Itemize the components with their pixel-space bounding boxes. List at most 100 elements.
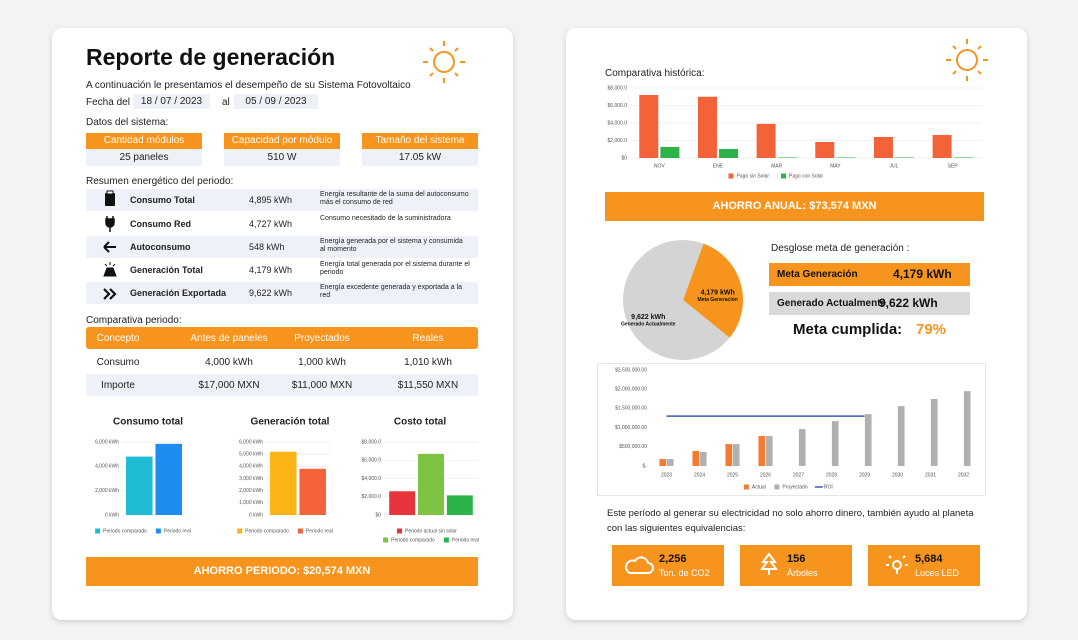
x-tick-label: 2032 <box>958 472 969 478</box>
y-tick-label: 5,000 kWh <box>239 451 263 457</box>
x-tick-label: MAY <box>830 163 841 169</box>
x-tick-label: MAR <box>771 163 783 169</box>
legend-swatch <box>297 528 303 534</box>
table-cell: $11,000 MXN <box>291 380 353 391</box>
slice-name: Generado Actualmente <box>621 322 676 328</box>
y-tick-label: 2,000 kWh <box>239 488 263 494</box>
savings-banner: AHORRO PERIODO: $20,574 MXN <box>86 557 478 586</box>
summary-name: Consumo Total <box>130 195 195 205</box>
y-tick-label: $2,500,000.00 <box>615 367 647 373</box>
bar <box>270 451 297 515</box>
bar <box>697 96 717 158</box>
section-heading: Resumen energético del periodo: <box>86 176 234 187</box>
goal-name: Meta Generación <box>777 269 858 280</box>
legend-label: Periodo actual sin solar <box>405 528 457 534</box>
x-tick-label: 2023 <box>661 472 672 478</box>
y-tick-label: $- <box>643 463 648 469</box>
legend-swatch <box>781 173 786 179</box>
bar <box>126 456 153 515</box>
legend-label: Periodo comparado <box>391 537 435 543</box>
x-tick-label: NOV <box>654 163 666 169</box>
system-value: 510 W <box>224 149 340 166</box>
legend-swatch <box>443 537 449 543</box>
legend-label: Periodo real <box>452 537 479 543</box>
left-card <box>52 28 513 620</box>
bar <box>389 491 416 515</box>
legend-swatch <box>743 484 749 490</box>
equivalence-label: Luces LED <box>915 568 960 578</box>
y-tick-label: $500,000.00 <box>619 444 647 450</box>
summary-value: 9,622 kWh <box>249 288 293 298</box>
table-row <box>86 374 478 396</box>
bar <box>897 406 905 466</box>
equivalence-value: 156 <box>787 553 806 565</box>
bar <box>864 414 872 466</box>
bar <box>660 146 680 158</box>
equivalence-box <box>740 545 852 586</box>
bar <box>873 137 893 158</box>
summary-icons <box>103 190 117 300</box>
legend-swatch <box>95 528 101 534</box>
column-header: Concepto <box>96 333 140 344</box>
bar <box>777 157 797 158</box>
table-cell: Consumo <box>96 357 140 368</box>
bar <box>758 436 766 466</box>
equivalence-label: Árboles <box>787 568 818 578</box>
y-tick-label: $8,000.0 <box>608 85 628 91</box>
x-tick-label: 2025 <box>727 472 738 478</box>
summary-name: Generación Total <box>130 265 203 275</box>
summary-name: Autoconsumo <box>130 242 191 252</box>
chart-title: Consumo total <box>113 417 183 428</box>
bar <box>836 157 856 158</box>
summary-description: Energía excedente generada y exportada a… <box>320 284 463 299</box>
x-tick-label: 2029 <box>859 472 870 478</box>
table-cell: 1,010 kWh <box>404 357 452 368</box>
y-tick-label: $1,000,000.00 <box>615 425 647 431</box>
slice-value: 9,622 kWh <box>631 314 665 321</box>
x-tick-label: 2026 <box>760 472 771 478</box>
y-tick-label: $8,000.0 <box>362 439 382 445</box>
y-tick-label: $2,000,000.00 <box>615 387 647 393</box>
summary-value: 4,895 kWh <box>249 195 293 205</box>
bar <box>666 459 674 466</box>
summary-row <box>86 259 478 281</box>
savings-banner: AHORRO ANUAL: $73,574 MXN <box>605 192 984 221</box>
y-tick-label: $2,000.0 <box>362 494 382 500</box>
logo <box>423 39 988 83</box>
bar <box>930 398 938 466</box>
y-tick-label: 1,000 kWh <box>239 500 263 506</box>
bar <box>692 451 700 466</box>
chart-title: Generación total <box>251 417 330 428</box>
equivalence-icons <box>625 552 908 575</box>
x-tick-label: 2028 <box>826 472 837 478</box>
y-tick-label: $6,000.0 <box>362 458 382 464</box>
section-heading: Comparativa periodo: <box>86 315 182 326</box>
goal-heading: Desglose meta de generación : <box>771 243 910 254</box>
legend-label: Pago sin Solar <box>737 173 770 179</box>
legend-label: Pago con Solar <box>789 173 824 179</box>
goal-box <box>769 292 970 315</box>
section-heading: Comparativa histórica: <box>605 68 705 79</box>
bar <box>299 468 326 515</box>
bar <box>765 436 773 466</box>
table-row <box>86 351 478 373</box>
table-cell: 4,000 kWh <box>205 357 253 368</box>
y-tick-label: $4,000.0 <box>362 476 382 482</box>
legend-label: Proyectado <box>782 484 808 490</box>
y-tick-label: $0 <box>375 512 381 518</box>
result-label: Meta cumplida: <box>793 321 903 338</box>
column-header: Proyectados <box>294 333 350 344</box>
equivalence-value: 2,256 <box>659 553 687 565</box>
summary-row <box>86 282 478 304</box>
date-to: 05 / 09 / 2023 <box>234 94 318 109</box>
legend-swatch <box>383 537 389 543</box>
summary-description: Energía generada por el sistema y consum… <box>320 238 463 253</box>
equivalence-label: Ton. de CO2 <box>659 568 710 578</box>
section-heading: Datos del sistema: <box>86 117 169 128</box>
summary-value: 548 kWh <box>249 242 285 252</box>
system-label: Tamaño del sistema <box>362 133 478 149</box>
legend-label: ROI <box>824 484 833 490</box>
roi-frame <box>597 363 986 496</box>
system-value: 17.05 kW <box>362 149 478 166</box>
slice-value: 4,179 kWh <box>701 290 735 297</box>
